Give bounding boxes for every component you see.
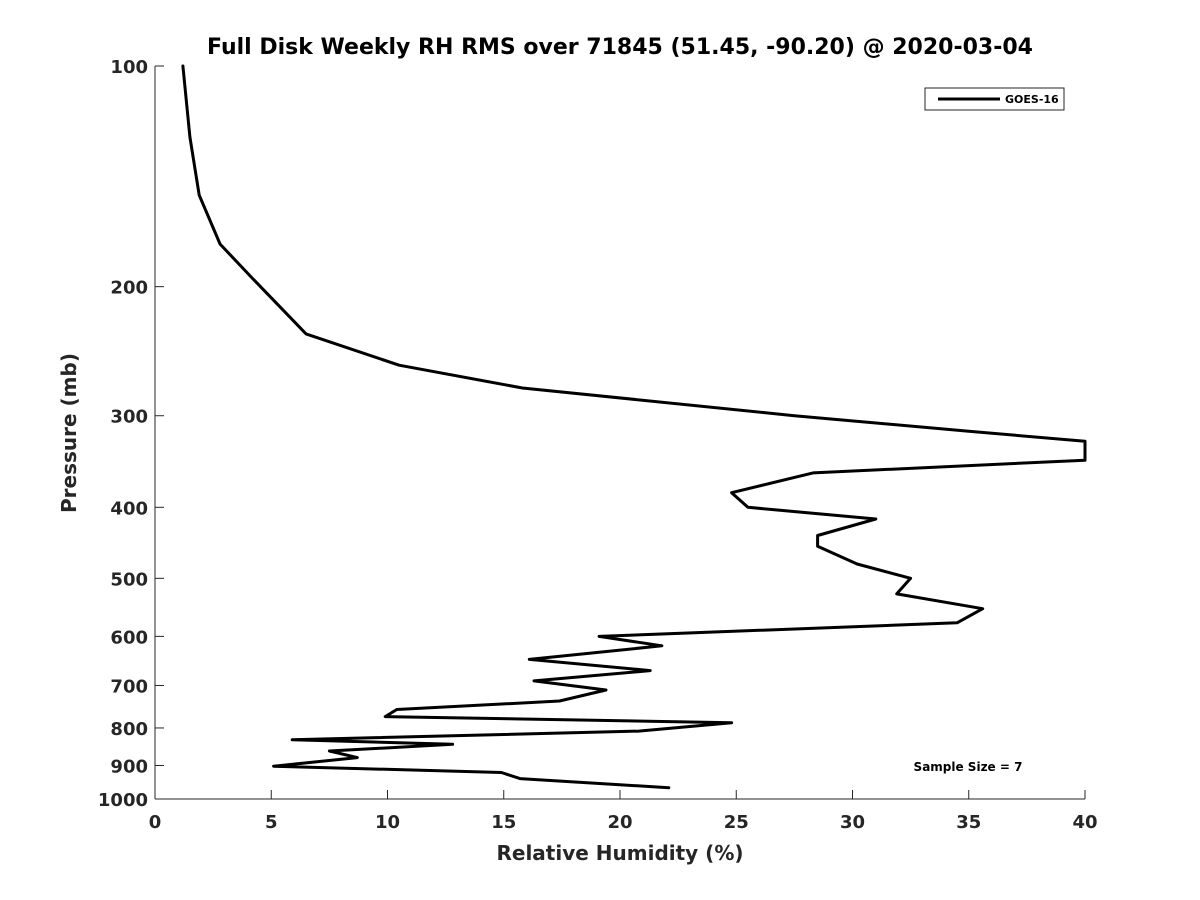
y-tick-label: 100 xyxy=(110,57,148,78)
y-tick-label: 800 xyxy=(110,719,148,740)
y-axis-ticks: 100 200 300 400 500 600 700 800 900 1000 xyxy=(98,57,164,811)
legend: GOES-16 xyxy=(924,87,1065,111)
y-tick-label: 600 xyxy=(110,627,148,648)
sample-size-annotation: Sample Size = 7 xyxy=(914,760,1023,774)
x-tick-label: 35 xyxy=(956,812,981,833)
series-line-goes-16 xyxy=(181,64,1087,790)
x-tick-label: 40 xyxy=(1072,812,1097,833)
x-axis-ticks: 0 5 10 15 20 25 30 35 40 xyxy=(149,790,1098,833)
x-tick-label: 30 xyxy=(840,812,865,833)
chart-title: Full Disk Weekly RH RMS over 71845 (51.4… xyxy=(207,35,1033,60)
x-tick-label: 0 xyxy=(149,812,162,833)
x-tick-label: 20 xyxy=(607,812,632,833)
y-tick-label: 1000 xyxy=(98,790,148,811)
axes xyxy=(154,66,1085,800)
x-tick-label: 5 xyxy=(265,812,278,833)
y-tick-label: 900 xyxy=(110,756,148,777)
y-tick-label: 300 xyxy=(110,407,148,428)
x-tick-label: 25 xyxy=(724,812,749,833)
legend-label: GOES-16 xyxy=(1005,93,1059,106)
series-layer xyxy=(181,64,1087,790)
y-tick-label: 500 xyxy=(110,569,148,590)
y-tick-label: 700 xyxy=(110,676,148,697)
x-axis-label: Relative Humidity (%) xyxy=(496,841,743,865)
y-axis-label: Pressure (mb) xyxy=(57,353,81,513)
x-tick-label: 15 xyxy=(491,812,516,833)
y-tick-label: 400 xyxy=(110,498,148,519)
x-tick-label: 10 xyxy=(375,812,400,833)
y-tick-label: 200 xyxy=(110,278,148,299)
